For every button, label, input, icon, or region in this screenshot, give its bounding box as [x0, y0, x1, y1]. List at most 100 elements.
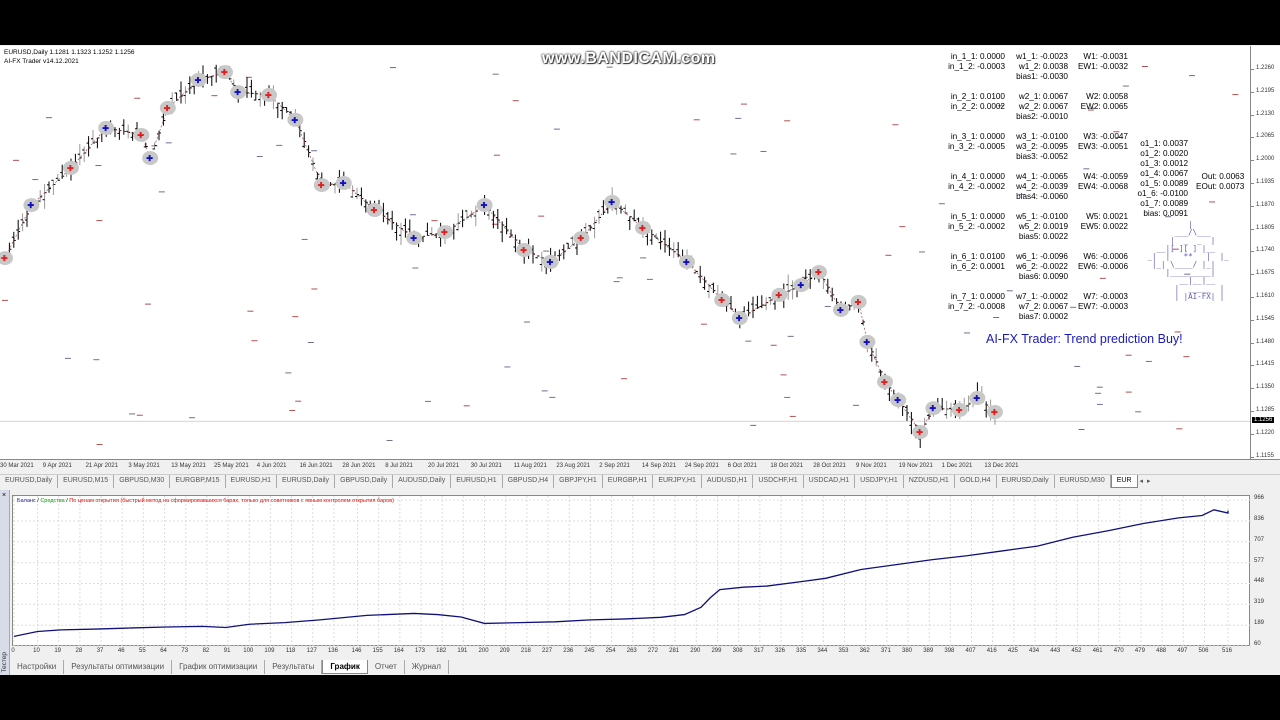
- close-icon[interactable]: ×: [2, 492, 7, 499]
- balance-x-tick: 516: [1221, 648, 1233, 654]
- symbol-tab[interactable]: AUDUSD,H1: [702, 475, 754, 488]
- symbol-tab[interactable]: USDCHF,H1: [753, 475, 804, 488]
- balance-y-tick: 577: [1254, 557, 1265, 564]
- nn-value: in_3_1: 0.0000: [950, 132, 1005, 141]
- tester-tab[interactable]: График оптимизации: [172, 660, 266, 674]
- balance-x-tick: 488: [1156, 648, 1167, 654]
- tester-tab[interactable]: Результаты оптимизации: [64, 660, 173, 674]
- symbol-tab[interactable]: GBPUSD,H4: [503, 475, 555, 488]
- balance-x-tick: 100: [243, 648, 254, 654]
- nn-value: w4_1: -0.0065: [1016, 172, 1068, 181]
- price-tick: 1.1480: [1250, 338, 1275, 345]
- symbol-tab[interactable]: EURUSD,Daily: [277, 475, 336, 488]
- date-tick: 8 Jul 2021: [385, 463, 413, 469]
- symbol-tab[interactable]: EURUSD,Daily: [0, 475, 59, 488]
- balance-x-tick: 164: [393, 648, 404, 654]
- symbol-tab[interactable]: GBPUSD,M30: [114, 475, 171, 488]
- nn-value: [1008, 122, 1068, 132]
- scroll-left-icon[interactable]: ◂: [1139, 478, 1144, 485]
- nn-value: w6_2: -0.0022: [1016, 262, 1068, 271]
- price-chart[interactable]: ✚ ✚ ✚ ✚ ✚ ✚ ✚ ✚ ✚ ✚ ✚ ✚ ✚ ✚ ✚ ✚ ✚ ✚ ✚ ✚ ✚ ✚ ✚ ✚ ✚ ✚ ✚ ✚ ✚ ✚ ✚ ✚ ✚ ✚ ✚ ✚ ✚ ✚ ✚ …: [0, 46, 1280, 469]
- balance-x-tick: 407: [965, 648, 976, 654]
- price-axis[interactable]: 1.2260 1.2195 1.2130 1.2065 1.2000 1.1935 1.18…: [1250, 46, 1280, 460]
- robot-logo: | ___/\___ | _ _ | __|[ ][ ] |__ _| | **…: [1147, 220, 1229, 301]
- nn-value: W6: -0.0006: [1083, 252, 1128, 261]
- symbol-tab[interactable]: EURGBP,H1: [603, 475, 654, 488]
- tester-side-strip: × Тестер: [0, 490, 10, 675]
- symbol-tab[interactable]: GBPUSD,Daily: [335, 475, 394, 488]
- price-tick: 1.2260: [1250, 65, 1275, 71]
- date-tick: 9 Nov 2021: [856, 463, 887, 469]
- balance-x-tick: 200: [478, 648, 489, 654]
- symbol-tab[interactable]: EUR: [1110, 475, 1138, 488]
- symbol-tab[interactable]: GBPJPY,H1: [554, 475, 603, 488]
- balance-y-tick: 448: [1254, 578, 1265, 585]
- tester-tab[interactable]: Журнал: [405, 660, 449, 674]
- nn-value: [940, 122, 1005, 132]
- tester-tab[interactable]: Результаты: [265, 660, 323, 674]
- nn-value: W1: -0.0031: [1083, 52, 1128, 61]
- nn-value: [940, 162, 1005, 172]
- sell-arrow-icon: ✚: [956, 406, 963, 415]
- symbol-tab[interactable]: EURJPY,H1: [653, 475, 702, 488]
- tester-tab[interactable]: Настройки: [10, 660, 65, 674]
- price-tick: 1.1675: [1250, 270, 1275, 277]
- trade-marker-bg: [542, 254, 559, 269]
- balance-x-tick: 263: [626, 648, 637, 654]
- trade-marker-bg: [63, 160, 79, 175]
- sell-arrow-icon: ✚: [164, 104, 171, 113]
- balance-x-tick: 290: [690, 648, 701, 654]
- symbol-tab[interactable]: AUDUSD,Daily: [393, 475, 452, 488]
- sell-arrow-icon: ✚: [639, 224, 646, 233]
- date-tick: 20 Jul 2021: [428, 463, 460, 469]
- symbol-tab[interactable]: EURUSD,M30: [1055, 475, 1111, 488]
- symbol-tab[interactable]: GOLD,H4: [955, 475, 997, 488]
- symbol-tab[interactable]: EURUSD,H1: [451, 475, 503, 488]
- output-layer-column: o1_1: 0.0037 o1_2: 0.0020 o1_3: 0.0012 o1_4…: [1130, 139, 1188, 219]
- balance-x-tick: 443: [1050, 648, 1061, 654]
- sell-arrow-icon: ✚: [265, 91, 272, 100]
- eout-value: EOut: 0.0073: [1196, 182, 1245, 191]
- legend-equity: Средства: [40, 498, 65, 504]
- buy-arrow-icon: ✚: [410, 234, 417, 243]
- legend-sep: /: [35, 498, 41, 504]
- nn-value: in_3_2: -0.0005: [948, 142, 1005, 151]
- nn-value: in_4_1: 0.0000: [950, 172, 1005, 181]
- date-tick: 13 Dec 2021: [984, 463, 1019, 469]
- nn-value: bias6: 0.0090: [1018, 272, 1068, 281]
- nn-value: in_1_2: -0.0003: [948, 62, 1005, 71]
- price-tick: 1.1545: [1250, 315, 1275, 322]
- balance-x-tick: 146: [351, 648, 362, 654]
- symbol-tab[interactable]: USDJPY,H1: [855, 475, 904, 488]
- symbol-tab[interactable]: EURUSD,H1: [226, 475, 277, 488]
- symbol-tab[interactable]: NZDUSD,H1: [904, 475, 955, 488]
- nn-value: [1070, 152, 1128, 162]
- scroll-right-icon[interactable]: ▸: [1147, 478, 1151, 485]
- trade-marker-bg: [635, 220, 651, 235]
- tester-tab[interactable]: График: [322, 660, 368, 674]
- trade-marker-bg: [98, 120, 115, 135]
- trade-path: [4, 71, 996, 433]
- buy-arrow-icon: ✚: [481, 201, 488, 210]
- date-tick: 2 Sep 2021: [599, 463, 630, 469]
- trade-marker-bg: [987, 405, 1003, 420]
- symbol-tab[interactable]: USDCAD,H1: [804, 475, 856, 488]
- terminal-window: ✚ ✚ ✚ ✚ ✚ ✚ ✚ ✚ ✚ ✚ ✚ ✚ ✚ ✚ ✚ ✚ ✚ ✚ ✚ ✚ ✚ ✚ ✚ ✚ ✚ ✚ ✚ ✚ ✚ ✚ ✚ ✚ ✚ ✚ ✚ ✚ ✚ ✚ ✚ …: [0, 45, 1280, 675]
- balance-x-tick: 227: [542, 648, 553, 654]
- nn-value: in_6_2: 0.0001: [950, 262, 1005, 271]
- nn-value: [1070, 82, 1128, 92]
- tester-tab[interactable]: Отчет: [368, 660, 405, 674]
- buy-arrow-icon: ✚: [929, 404, 936, 413]
- balance-chart: Баланс / Средства / По ценам открытия (б…: [12, 495, 1251, 647]
- date-tick: 16 Jun 2021: [299, 463, 333, 469]
- trade-marker-bg: [366, 203, 383, 218]
- date-tick: 21 Apr 2021: [85, 463, 118, 469]
- symbol-tab[interactable]: EURUSD,M15: [58, 475, 115, 488]
- symbol-tab[interactable]: EURGBP,M15: [170, 475, 226, 488]
- buy-arrow-icon: ✚: [340, 179, 347, 188]
- nn-value: EW2: 0.0065: [1080, 102, 1128, 111]
- symbol-tab[interactable]: EURUSD,Daily: [997, 475, 1055, 488]
- tester-label: Тестер: [1, 652, 8, 673]
- date-tick: 9 Apr 2021: [42, 463, 72, 469]
- nn-value: EW7: -0.0003: [1077, 302, 1128, 311]
